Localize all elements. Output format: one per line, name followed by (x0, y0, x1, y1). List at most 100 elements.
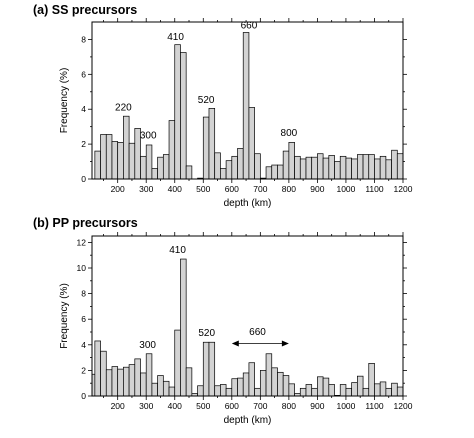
bar (317, 153, 324, 180)
bar (362, 154, 370, 180)
peak-label: 520 (198, 328, 215, 339)
peak-label: 410 (167, 32, 184, 43)
plot-frame (91, 235, 404, 397)
bar (220, 384, 227, 397)
bar (259, 370, 267, 397)
y-tick-label: 8 (81, 289, 86, 299)
peak-label: 660 (249, 327, 266, 338)
bar (368, 154, 375, 180)
x-tick-label: 200 (111, 184, 125, 194)
x-tick-label: 1100 (365, 184, 384, 194)
bar (299, 387, 307, 397)
x-tick-label: 800 (282, 401, 296, 411)
x-tick-label: 1000 (336, 401, 355, 411)
bar (391, 149, 398, 180)
bar (208, 107, 216, 180)
bar (151, 168, 158, 180)
y-tick-label: 6 (81, 69, 86, 79)
bar (379, 381, 387, 397)
bar (140, 372, 147, 397)
bar (220, 168, 227, 180)
range-arrow-left-head (231, 340, 239, 347)
x-tick-label: 1200 (394, 401, 413, 411)
bar (248, 362, 255, 397)
x-tick-label: 300 (139, 184, 153, 194)
peak-label: 220 (115, 103, 132, 114)
bar (197, 385, 204, 397)
y-tick-label: 4 (81, 104, 86, 114)
bar (374, 383, 381, 397)
bar (145, 353, 153, 397)
bar (351, 382, 358, 397)
bar (128, 364, 136, 397)
bar (351, 158, 358, 180)
bar (242, 372, 250, 397)
bar (271, 164, 278, 180)
bar (345, 387, 353, 397)
bar (117, 368, 124, 397)
bar (339, 155, 347, 180)
bar (128, 142, 136, 180)
bar (379, 155, 387, 180)
x-tick-label: 900 (310, 184, 324, 194)
bar (265, 166, 273, 180)
bar (362, 387, 370, 397)
bar (140, 155, 147, 180)
x-tick-label: 600 (225, 184, 239, 194)
y-tick-label: 8 (81, 34, 86, 44)
y-tick-label: 12 (77, 237, 87, 247)
x-tick-label: 400 (168, 184, 182, 194)
bar (94, 340, 101, 397)
bar (117, 142, 124, 180)
bar (385, 159, 392, 180)
y-tick-label: 4 (81, 340, 86, 350)
bar (202, 116, 210, 180)
bar (105, 369, 113, 397)
bar (305, 156, 313, 180)
bar (396, 386, 404, 397)
bar (254, 153, 261, 180)
range-arrow-right-head (281, 340, 289, 347)
peak-annotations: 220 300 410 520 660 800 (115, 21, 298, 142)
bar (311, 387, 318, 397)
bar (396, 153, 404, 180)
x-tick-label: 1000 (336, 184, 355, 194)
y-tick-label: 2 (81, 365, 86, 375)
y-tick-label: 2 (81, 139, 86, 149)
y-tick-label: 6 (81, 314, 86, 324)
bar (385, 387, 392, 397)
bar (174, 44, 181, 180)
peak-label: 520 (198, 95, 215, 106)
x-tick-label: 800 (282, 184, 296, 194)
bar (391, 382, 398, 397)
bar (231, 155, 238, 180)
bar (214, 385, 221, 397)
x-tick-label: 1200 (394, 184, 413, 194)
bar (305, 384, 313, 397)
bar (357, 154, 364, 180)
bar (299, 158, 307, 180)
x-tick-label: 300 (139, 401, 153, 411)
bar (162, 380, 170, 397)
panel-title: (a) SS precursors (33, 3, 137, 17)
bar (254, 387, 261, 397)
bar-series (91, 258, 404, 397)
x-tick-label: 200 (111, 401, 125, 411)
x-tick-label: 600 (225, 401, 239, 411)
bar (322, 157, 330, 180)
bar (282, 150, 290, 180)
bar (339, 384, 347, 397)
bar (277, 371, 284, 397)
bar (185, 367, 193, 397)
bar (202, 341, 210, 397)
peak-label: 800 (281, 128, 298, 139)
bar (374, 158, 381, 180)
bar (311, 156, 318, 180)
bar (231, 378, 238, 397)
peak-label: 300 (140, 131, 157, 142)
bar (145, 144, 153, 180)
y-axis-label: Frequency (%) (59, 283, 70, 349)
bar (157, 156, 164, 180)
bar (214, 152, 221, 180)
x-tick-label: 400 (168, 401, 182, 411)
